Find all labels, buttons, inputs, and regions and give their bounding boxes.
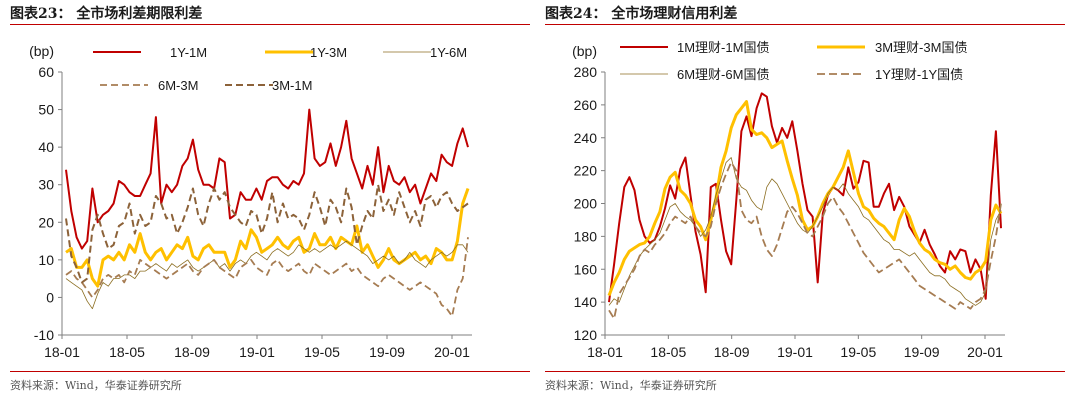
- term-spread-line-chart: (bp) -10 0 10 20 30 40 50 60 18-01 18-05 18-09 19-01…: [29, 43, 472, 360]
- legend-label: 1M理财-1M国债: [677, 40, 769, 55]
- title-divider: [545, 24, 1065, 25]
- x-tick-label: 18-09: [714, 344, 750, 360]
- legend-label: 1Y理财-1Y国债: [875, 67, 963, 82]
- series-line-3M-1M: [65, 183, 469, 284]
- x-tick-label: 19-01: [777, 344, 813, 360]
- x-tick-label: 18-05: [109, 344, 145, 360]
- title-divider: [10, 24, 530, 25]
- x-tick-label: 19-09: [369, 344, 405, 360]
- chart-panel-spread-term: 图表23： 全市场利差期限利差 (bp) -10 0 10 20 30 40 50 60 18-0…: [10, 0, 530, 401]
- x-tick-label: 20-01: [434, 344, 470, 360]
- x-tick-label: 18-01: [587, 344, 623, 360]
- source-divider: [10, 371, 530, 372]
- y-tick-label: 0: [46, 289, 54, 305]
- x-tick-label: 18-01: [44, 344, 80, 360]
- y-tick-label: 200: [574, 196, 598, 212]
- y-tick-label: 220: [574, 163, 598, 179]
- y-tick-label: 260: [574, 97, 598, 113]
- source-divider: [545, 371, 1065, 372]
- series-line-6M理财-6M国债: [608, 157, 1002, 306]
- y-tick-label: 10: [38, 252, 54, 268]
- y-axis-unit-label: (bp): [29, 43, 54, 59]
- series-line-6M-3M: [65, 237, 469, 318]
- y-tick-label: 60: [38, 64, 54, 80]
- y-tick-label: -10: [34, 327, 54, 343]
- series-line-1Y-3M: [65, 188, 470, 288]
- y-tick-label: 30: [38, 177, 54, 193]
- source-note: 资料来源：Wind，华泰证券研究所: [545, 379, 717, 392]
- wealth-credit-spread-line-chart: (bp) 120 140 160 180 200 220 240 260 280 18-01 18-0…: [572, 40, 1005, 360]
- x-tick-label: 19-05: [304, 344, 340, 360]
- legend-label: 1Y-6M: [430, 45, 467, 60]
- source-note: 资料来源：Wind，华泰证券研究所: [10, 379, 182, 392]
- legend-label: 6M-3M: [158, 78, 198, 93]
- chart-title: 图表23： 全市场利差期限利差: [10, 6, 203, 22]
- x-tick-label: 18-09: [174, 344, 210, 360]
- y-tick-label: 280: [574, 64, 598, 80]
- y-tick-label: 240: [574, 130, 598, 146]
- legend-label: 1Y-1M: [170, 45, 207, 60]
- legend-label: 3M-1M: [272, 78, 312, 93]
- y-tick-label: 50: [38, 102, 54, 118]
- y-tick-label: 140: [574, 294, 598, 310]
- chart-title: 图表24： 全市场理财信用利差: [545, 6, 738, 22]
- series-line-1Y-6M: [65, 240, 469, 310]
- series-line-1Y理财-1Y国债: [608, 161, 1002, 320]
- series-line-1Y-1M: [65, 108, 469, 250]
- x-tick-label: 19-05: [840, 344, 876, 360]
- legend-label: 1Y-3M: [310, 45, 347, 60]
- y-axis-unit-label: (bp): [572, 43, 597, 59]
- x-tick-label: 20-01: [967, 344, 1003, 360]
- legend-label: 6M理财-6M国债: [677, 67, 769, 82]
- series-line-1M理财-1M国债: [608, 92, 1002, 303]
- y-tick-label: 40: [38, 139, 54, 155]
- legend-label: 3M理财-3M国债: [875, 40, 967, 55]
- y-tick-label: 20: [38, 214, 54, 230]
- y-tick-label: 120: [574, 327, 598, 343]
- x-tick-label: 18-05: [650, 344, 686, 360]
- series-line-3M理财-3M国债: [607, 100, 1003, 297]
- x-tick-label: 19-01: [239, 344, 275, 360]
- chart-panel-wealth-credit-spread: 图表24： 全市场理财信用利差 (bp) 120 140 160 180 200 220 24…: [545, 0, 1065, 401]
- x-tick-label: 19-09: [904, 344, 940, 360]
- y-tick-label: 180: [574, 228, 598, 244]
- y-tick-label: 160: [574, 261, 598, 277]
